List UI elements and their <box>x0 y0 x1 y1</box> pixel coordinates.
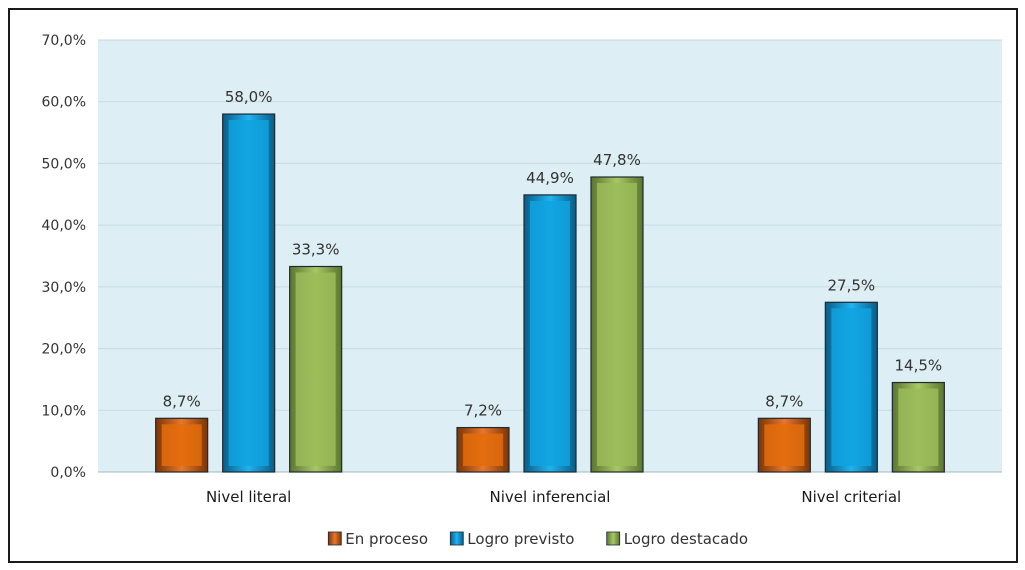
legend-item: En proceso <box>327 530 428 548</box>
bar <box>590 176 644 473</box>
bar-face <box>463 433 503 466</box>
bar-face <box>831 308 872 466</box>
legend-label: Logro previsto <box>467 530 574 548</box>
y-tick-label: 60,0% <box>42 95 86 111</box>
legend-swatch <box>449 531 464 546</box>
legend-label: En proceso <box>345 530 428 548</box>
bar-face <box>228 120 269 467</box>
bar <box>824 301 878 473</box>
y-tick-label: 10,0% <box>42 403 86 419</box>
legend-swatch <box>327 531 342 546</box>
data-label: 7,2% <box>464 402 502 420</box>
bar-face <box>161 424 202 466</box>
bar-chart: 0,0% 10,0% 20,0% 30,0% 40,0% 50,0% 60,0% 70,0% N… <box>42 33 1002 548</box>
legend-item: Logro previsto <box>449 530 574 548</box>
bar <box>456 426 510 473</box>
y-tick-label: 50,0% <box>42 156 86 172</box>
bar-face <box>295 272 336 466</box>
bar <box>289 265 343 473</box>
x-category-label: Nivel criterial <box>801 488 901 506</box>
data-label: 58,0% <box>225 88 273 106</box>
bar <box>757 417 811 473</box>
x-category-label: Nivel inferencial <box>490 488 611 506</box>
x-category-label: Nivel literal <box>206 488 291 506</box>
bar-face <box>597 183 637 466</box>
bar <box>155 417 209 473</box>
data-label: 33,3% <box>292 240 340 258</box>
bar-face <box>530 200 570 466</box>
y-tick-label: 40,0% <box>42 218 86 234</box>
y-tick-label: 20,0% <box>42 342 86 358</box>
bar-face <box>764 424 805 466</box>
y-tick-label: 70,0% <box>42 33 86 49</box>
legend-label: Logro destacado <box>624 530 748 548</box>
bar <box>891 381 945 473</box>
bar <box>523 194 577 473</box>
bar <box>222 113 276 473</box>
data-label: 27,5% <box>828 276 876 294</box>
legend-item: Logro destacado <box>606 530 748 548</box>
y-tick-label: 0,0% <box>50 465 86 481</box>
bar-face <box>898 388 939 466</box>
data-label: 8,7% <box>765 392 803 410</box>
chart-frame: 0,0% 10,0% 20,0% 30,0% 40,0% 50,0% 60,0% 70,0% N… <box>8 8 1018 563</box>
data-label: 14,5% <box>895 357 943 375</box>
data-label: 8,7% <box>163 392 201 410</box>
legend-swatch <box>606 531 621 546</box>
y-tick-label: 30,0% <box>42 280 86 296</box>
data-label: 44,9% <box>526 169 574 187</box>
data-label: 47,8% <box>593 151 641 169</box>
